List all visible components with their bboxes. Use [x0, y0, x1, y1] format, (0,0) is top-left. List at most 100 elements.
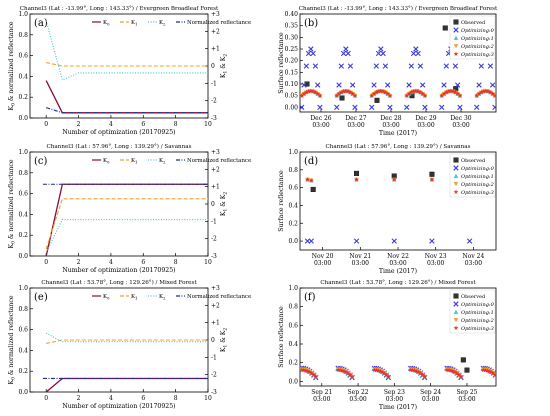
- y-axis-label: Surface reflectance: [278, 32, 285, 94]
- series-line-k2: [45, 332, 208, 343]
- data-point: [408, 367, 414, 373]
- chart-title: Channel3 (Lat : -13.99°, Long : 143.33°)…: [20, 5, 219, 12]
- legend-label: K1: [131, 158, 138, 164]
- data-point: [417, 89, 423, 95]
- chart-title: Channel3 (Lat : 53.78°, Long : 129.26°) …: [320, 279, 476, 286]
- y-tick-label: 0.15: [285, 69, 299, 76]
- data-point: [457, 104, 463, 111]
- data-point: [487, 63, 494, 69]
- data-point: [375, 368, 381, 373]
- legend: Observed Optimizing:0 Optimizing:1 Optimizi…: [449, 15, 496, 60]
- legend-marker: [453, 157, 459, 163]
- data-point: [456, 372, 462, 377]
- data-point: [429, 177, 435, 182]
- panel-label: (f): [304, 292, 316, 303]
- x-tick-label: Dec 30 03:00: [450, 115, 471, 129]
- legend-label: K2: [159, 158, 166, 164]
- y2-tick-label: -2: [211, 372, 217, 379]
- data-point: [300, 104, 305, 111]
- x-tick-label: 10: [204, 259, 212, 266]
- legend: Observed Optimizing:0 Optimizing:1 Optimizi…: [449, 289, 496, 334]
- data-point: [339, 95, 345, 101]
- data-point: [439, 104, 445, 111]
- x-tick-label: 6: [141, 395, 145, 402]
- data-point: [376, 88, 381, 94]
- legend-label: K0: [103, 20, 110, 26]
- x-tick-label: Dec 27 03:00: [345, 115, 366, 129]
- x-tick-label: Nov 24 03:00: [462, 253, 484, 267]
- data-point: [353, 238, 360, 244]
- y-axis-label: K0 & normalized reflectance: [8, 21, 17, 110]
- y-axis-label: Surface reflectance: [278, 306, 285, 368]
- x-axis-label: Time (2017): [379, 268, 417, 275]
- data-point: [439, 93, 445, 98]
- series-line-k1: [46, 61, 208, 67]
- data-point: [422, 374, 428, 379]
- legend-label: K1: [131, 20, 138, 26]
- x-tick-label: Nov 21 03:00: [349, 253, 371, 267]
- data-point: [305, 368, 311, 374]
- y2-tick-label: -3: [211, 253, 217, 260]
- y-tick-label: 0.35: [285, 23, 299, 30]
- y-tick-label: 0.0: [18, 389, 28, 396]
- data-point: [408, 89, 414, 95]
- data-point: [317, 93, 323, 98]
- y2-tick-label: -3: [211, 389, 217, 396]
- data-point: [352, 104, 358, 111]
- data-point: [458, 374, 464, 379]
- x-axis-label: Number of optimization (20170925): [62, 403, 175, 410]
- data-point: [350, 91, 356, 96]
- chart-title: Channel3 (Lat : 57.96°, Long : 139.29°) …: [47, 143, 192, 150]
- legend-marker: [453, 44, 459, 49]
- series-observed: [304, 25, 459, 103]
- y2-tick-label: +1: [211, 320, 220, 327]
- series-line-k0: [45, 377, 208, 392]
- data-point: [483, 88, 489, 94]
- legend-label: Optimizing:1: [461, 36, 494, 42]
- data-point: [488, 369, 494, 375]
- series-optimizing-3: [300, 88, 496, 98]
- series-line-k2: [45, 20, 208, 81]
- legend-label: K1: [131, 294, 138, 300]
- y-tick-label: 0.2: [288, 360, 298, 367]
- y-tick-label: 1.0: [288, 149, 298, 156]
- data-point: [489, 82, 496, 88]
- data-point: [429, 238, 435, 244]
- y-tick-label: 0.2: [288, 220, 298, 227]
- panel-label: (b): [304, 18, 318, 29]
- data-point: [345, 88, 351, 94]
- data-point: [422, 93, 428, 98]
- y-tick-label: 0.8: [288, 167, 298, 174]
- legend-marker: [453, 189, 459, 195]
- data-point: [387, 93, 393, 98]
- data-point: [418, 370, 424, 376]
- data-point: [380, 88, 386, 94]
- data-point: [454, 370, 460, 376]
- series-optimizing-1: [300, 88, 496, 98]
- legend: K0 K1 K2 Normalized reflectance: [92, 158, 251, 164]
- data-point: [480, 367, 486, 373]
- data-point: [335, 367, 341, 373]
- data-point: [380, 50, 386, 57]
- x-tick-label: 2: [77, 121, 81, 128]
- y-tick-label: 0.40: [285, 11, 299, 18]
- x-axis-label: Number of optimization (20170925): [62, 129, 175, 136]
- y2-tick-label: +1: [211, 46, 220, 53]
- x-tick-label: 2: [77, 259, 81, 266]
- y-tick-label: 0.20: [285, 58, 299, 65]
- data-point: [309, 370, 315, 376]
- data-point: [404, 93, 410, 98]
- data-point: [310, 186, 316, 192]
- data-point: [413, 46, 419, 52]
- x-tick-label: 8: [174, 395, 178, 402]
- y-tick-label: 1.0: [288, 285, 298, 292]
- plot-area: [42, 183, 208, 256]
- plot-frame: [299, 13, 497, 113]
- data-point: [452, 63, 459, 69]
- legend-label: Normalized reflectance: [187, 158, 251, 164]
- data-point: [340, 50, 347, 57]
- legend-label: Optimizing:1: [461, 174, 494, 180]
- y-tick-label: 0.8: [18, 32, 28, 39]
- data-point: [429, 171, 435, 177]
